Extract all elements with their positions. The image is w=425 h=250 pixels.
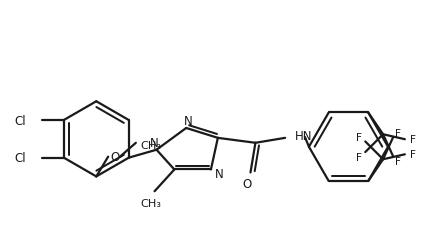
Text: N: N (215, 167, 223, 180)
Text: O: O (242, 177, 251, 190)
Text: O: O (110, 150, 120, 164)
Text: F: F (356, 152, 363, 162)
Text: F: F (410, 150, 416, 160)
Text: F: F (395, 128, 401, 138)
Text: CH₃: CH₃ (140, 198, 161, 208)
Text: F: F (395, 156, 401, 166)
Text: N: N (150, 137, 159, 150)
Text: HN: HN (295, 130, 312, 143)
Text: Cl: Cl (14, 114, 26, 127)
Text: F: F (410, 135, 416, 144)
Text: N: N (184, 114, 193, 127)
Text: F: F (356, 132, 363, 142)
Text: Cl: Cl (14, 152, 26, 164)
Text: CH₃: CH₃ (141, 140, 162, 150)
